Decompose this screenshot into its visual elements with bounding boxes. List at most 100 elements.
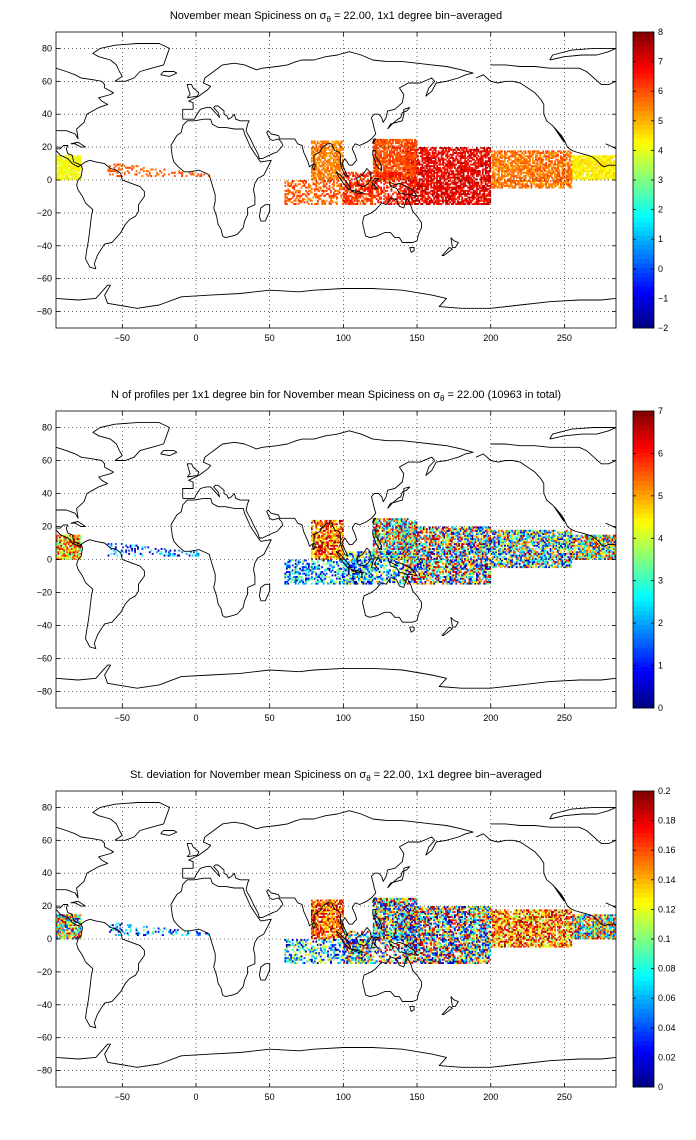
bin-cell (428, 156, 431, 159)
bin-cell (534, 178, 537, 181)
bin-cell (501, 168, 503, 171)
bin-cell (530, 150, 533, 153)
bin-cell (433, 201, 436, 204)
bin-cell (396, 193, 399, 196)
bin-cell (406, 176, 409, 179)
bin-cell (287, 183, 290, 186)
bin-cell (458, 176, 461, 179)
bin-cell (582, 546, 584, 549)
bin-cell (377, 180, 380, 182)
bin-cell (430, 199, 433, 202)
bin-cell (467, 175, 469, 178)
bin-cell (593, 165, 596, 168)
bin-cell (322, 199, 325, 202)
bin-cell (337, 165, 340, 168)
bin-cell (337, 176, 340, 179)
bin-cell (545, 152, 548, 155)
bin-cell (452, 193, 455, 196)
bin-cell (415, 191, 418, 194)
bin-cell (284, 181, 287, 184)
bin-cell (63, 163, 66, 166)
bin-cell (157, 173, 160, 176)
bin-cell (557, 165, 559, 168)
bin-cell (368, 194, 371, 197)
bin-cell (313, 170, 316, 173)
bin-cell (436, 173, 439, 176)
bin-cell (540, 152, 543, 155)
bin-cell (308, 183, 310, 186)
bin-cell (319, 152, 322, 155)
bin-cell (480, 180, 483, 182)
bin-cell (505, 181, 508, 184)
bin-cell (570, 160, 573, 163)
bin-cell (347, 178, 350, 181)
bin-cell (540, 160, 543, 163)
bin-cell (517, 150, 520, 153)
bin-cell (325, 193, 328, 196)
bin-cell (414, 181, 416, 184)
bin-cell (601, 160, 604, 163)
bin-cell (58, 168, 61, 171)
bin-cell (428, 171, 431, 174)
bin-cell (462, 178, 465, 181)
bin-cell (511, 155, 514, 158)
bin-cell (506, 166, 509, 169)
bin-cell (327, 188, 329, 191)
bin-cell (400, 171, 403, 174)
bin-cell (508, 184, 511, 187)
bin-cell (595, 155, 598, 158)
bin-cell (484, 203, 487, 206)
bin-cell (352, 196, 355, 199)
bin-cell (549, 153, 552, 156)
bin-cell (296, 196, 299, 199)
bin-cell (456, 203, 459, 206)
bin-cell (409, 181, 412, 184)
bin-cell (498, 181, 500, 184)
bin-cell (70, 173, 73, 176)
bin-cell (420, 163, 422, 166)
bin-cell (499, 163, 502, 166)
bin-cell (459, 191, 462, 194)
bin-cell (421, 147, 424, 150)
bin-cell (374, 178, 377, 181)
bin-cell (459, 189, 462, 192)
bin-cell (450, 193, 453, 196)
bin-cell (350, 183, 353, 186)
bin-cell (389, 158, 391, 161)
bin-cell (353, 181, 356, 184)
bin-cell (518, 180, 521, 182)
bin-cell (390, 184, 393, 187)
bin-cell (487, 147, 490, 150)
bin-cell (589, 165, 592, 168)
bin-cell (515, 170, 518, 173)
bin-cell (599, 175, 602, 178)
bin-cell (492, 166, 495, 169)
bin-cell (446, 181, 449, 184)
bin-cell (305, 186, 307, 189)
bin-cell (468, 148, 471, 151)
bin-cell (470, 184, 472, 187)
bin-cell (433, 152, 436, 155)
bin-cell (287, 199, 290, 202)
bin-cell (576, 178, 579, 181)
bin-cell (453, 199, 456, 202)
bin-cell (517, 153, 520, 156)
bin-cell (557, 168, 559, 171)
bin-cell (449, 191, 452, 194)
bin-cell (473, 196, 475, 199)
bin-cell (418, 152, 421, 155)
bin-cell (450, 153, 453, 156)
bin-cell (468, 199, 471, 202)
bin-cell (527, 156, 530, 159)
bin-cell (327, 140, 329, 143)
bin-cell (380, 189, 383, 192)
bin-cell (433, 196, 436, 199)
bin-cell (574, 158, 577, 161)
bin-cell (433, 181, 436, 184)
bin-cell (383, 138, 385, 141)
bin-cell (430, 184, 433, 187)
bin-cell (486, 180, 489, 182)
bin-cell (434, 168, 437, 171)
bin-cell (504, 156, 506, 159)
